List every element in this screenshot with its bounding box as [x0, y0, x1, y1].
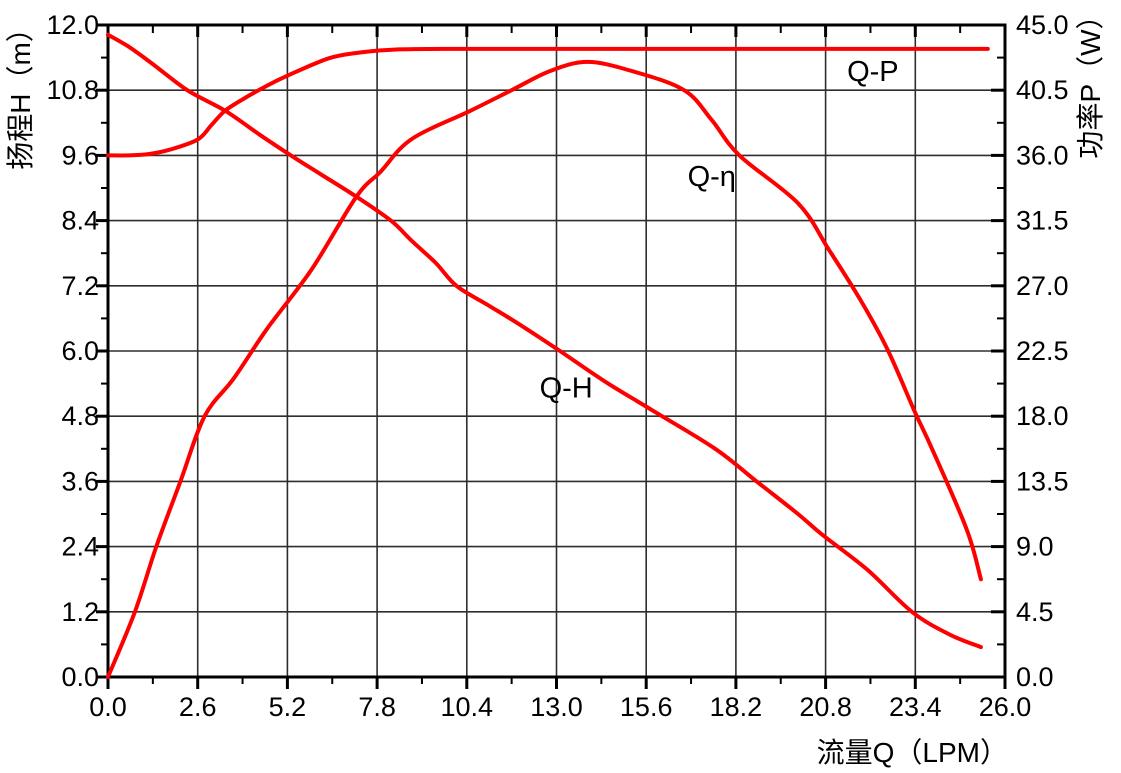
x-tick-label: 10.4: [441, 692, 494, 722]
left-tick-label: 4.8: [61, 401, 99, 431]
x-tick-label: 26.0: [979, 692, 1032, 722]
right-tick-label: 4.5: [1016, 597, 1054, 627]
x-tick-label: 23.4: [889, 692, 942, 722]
x-tick-label: 20.8: [799, 692, 852, 722]
left-tick-label: 7.2: [61, 271, 99, 301]
left-tick-label: 1.2: [61, 597, 99, 627]
curve-label-Q-H: Q-H: [540, 372, 593, 404]
right-tick-label: 27.0: [1016, 271, 1069, 301]
x-tick-label: 13.0: [530, 692, 583, 722]
left-tick-label: 2.4: [61, 532, 99, 562]
x-tick-label: 7.8: [358, 692, 396, 722]
left-tick-label: 0.0: [61, 662, 99, 692]
right-tick-label: 9.0: [1016, 532, 1054, 562]
right-tick-label: 36.0: [1016, 140, 1069, 170]
curve-label-Q-P: Q-P: [847, 56, 899, 88]
x-tick-label: 5.2: [269, 692, 307, 722]
left-tick-label: 10.8: [46, 75, 99, 105]
curve-Q-η: [106, 59, 983, 679]
curve-Q-P: [106, 46, 990, 158]
x-tick-label: 15.6: [620, 692, 673, 722]
left-tick-label: 3.6: [61, 466, 99, 496]
right-tick-label: 22.5: [1016, 336, 1069, 366]
x-tick-label: 2.6: [179, 692, 217, 722]
left-tick-label: 6.0: [61, 336, 99, 366]
right-tick-label: 45.0: [1016, 10, 1069, 40]
curve-Q-H: [106, 32, 983, 650]
x-tick-label: 18.2: [710, 692, 763, 722]
right-tick-label: 13.5: [1016, 466, 1069, 496]
right-tick-label: 18.0: [1016, 401, 1069, 431]
right-tick-label: 40.5: [1016, 75, 1069, 105]
curve-label-Q-η: Q-η: [688, 161, 736, 193]
x-tick-label: 0.0: [89, 692, 127, 722]
right-tick-label: 31.5: [1016, 206, 1069, 236]
right-axis-title: 功率P（W）: [1075, 1, 1106, 158]
left-tick-label: 9.6: [61, 140, 99, 170]
left-tick-label: 8.4: [61, 206, 99, 236]
right-tick-label: 0.0: [1016, 662, 1054, 692]
left-tick-label: 12.0: [46, 10, 99, 40]
x-axis-title: 流量Q（LPM）: [817, 737, 1008, 768]
left-axis-title: 扬程H（m）: [5, 14, 36, 170]
